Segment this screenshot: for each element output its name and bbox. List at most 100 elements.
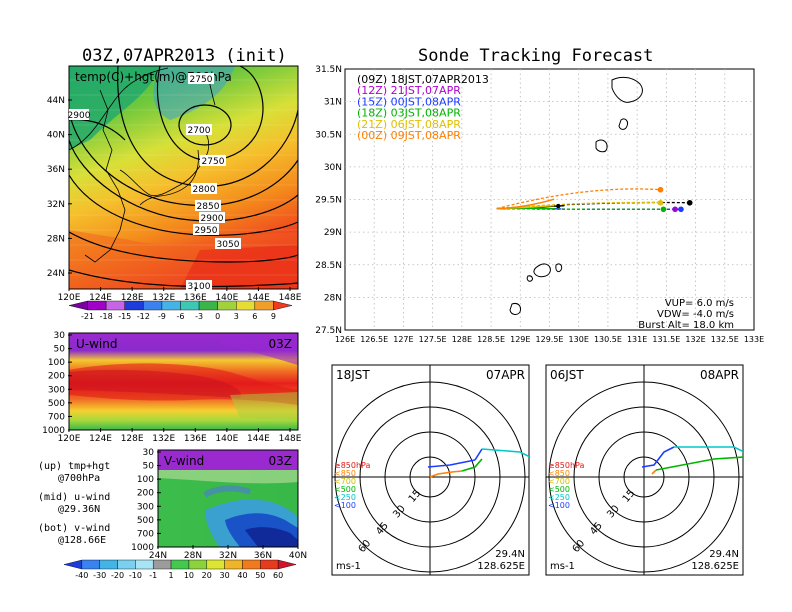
track-y-tick-label: 30N bbox=[324, 163, 342, 173]
temp-colorbar-label: -3 bbox=[195, 312, 203, 321]
legend-entry: (18Z) 03JST,08APR bbox=[357, 107, 461, 120]
hodograph-segment bbox=[674, 446, 743, 453]
hodograph-units: ms-1 bbox=[336, 561, 361, 572]
temp-colorbar-label: -6 bbox=[177, 312, 185, 321]
contour-label-box bbox=[186, 124, 212, 135]
track-x-tick-label: 132.5E bbox=[711, 335, 739, 344]
track-x-ticks: 126E 126.5E 127E 127.5E 128E 128.5E 129E 129.5E… bbox=[335, 335, 764, 344]
hodograph-segment bbox=[481, 448, 529, 458]
contour-label-2900: 2900 bbox=[201, 214, 224, 224]
contour-label-box bbox=[191, 183, 217, 194]
temp-colorbar-swatch bbox=[217, 300, 237, 311]
temp-colorbar-swatch bbox=[254, 300, 274, 311]
temp-colorbar-swatch bbox=[124, 300, 144, 311]
temp-colorbar-label: 9 bbox=[271, 312, 276, 321]
temp-colorbar-swatch bbox=[87, 300, 107, 311]
legend-entry: (09Z) 18JST,07APR2013 bbox=[357, 73, 489, 86]
wind-colorbar-label: 40 bbox=[237, 571, 247, 580]
track-x-tick-label: 132E bbox=[685, 335, 705, 344]
track-y-tick-label: 27.5N bbox=[315, 326, 342, 336]
u-x-tick-label: 144E bbox=[247, 434, 270, 444]
track-y-tick-label: 29.5N bbox=[315, 196, 342, 206]
track-landing-point bbox=[660, 206, 667, 213]
temp-colorbar-label: -15 bbox=[118, 312, 131, 321]
hodograph-segment bbox=[474, 448, 483, 461]
u-y-tick-label: 700 bbox=[48, 412, 65, 422]
v-x-tick-label: 24N bbox=[149, 551, 167, 561]
legend-entry: (12Z) 21JST,07APR bbox=[357, 84, 461, 97]
contour-label-box bbox=[188, 73, 214, 84]
wind-colorbar-label: -1 bbox=[149, 571, 157, 580]
pressure-legend-entry: <250 bbox=[548, 493, 570, 502]
wind-colorbar-label: 60 bbox=[273, 571, 283, 580]
temp-colorbar-swatch bbox=[198, 300, 218, 311]
legend-entry: (00Z) 09JST,08APR bbox=[357, 129, 461, 142]
v-y-tick-label: 200 bbox=[137, 489, 154, 499]
contour-label-box bbox=[199, 212, 225, 223]
map-x-tick-label: 124E bbox=[89, 293, 112, 303]
note-mid-level: @29.36N bbox=[58, 504, 101, 515]
u-y-tick-label: 1000 bbox=[42, 426, 65, 436]
temp-map: temp(C)+hgt(m)@700hPa 2750 2700 2750 280… bbox=[47, 65, 302, 303]
hodograph-trace bbox=[427, 448, 529, 478]
v-y-tick-label: 700 bbox=[137, 529, 154, 539]
v-x-tick-label: 36N bbox=[254, 551, 272, 561]
contour-label-3050: 3050 bbox=[217, 240, 240, 250]
track-title: Sonde Tracking Forecast bbox=[418, 46, 654, 66]
track-x-tick-label: 130.5E bbox=[594, 335, 622, 344]
map-y-tick-label: 44N bbox=[47, 96, 65, 106]
coastlines bbox=[509, 76, 643, 315]
map-y-ticks: 44N 40N 36N 32N 28N 24N bbox=[47, 96, 72, 279]
track-x-tick-label: 128E bbox=[452, 335, 472, 344]
track-y-tick-label: 29N bbox=[324, 228, 342, 238]
hodograph-segment bbox=[461, 458, 483, 472]
wind-colorbar-label: 20 bbox=[202, 571, 212, 580]
map-x-tick-label: 140E bbox=[215, 293, 238, 303]
u-x-tick-label: 132E bbox=[152, 434, 175, 444]
legend-entry: (15Z) 00JST,08APR bbox=[357, 95, 461, 108]
note-mid: (mid) u-wind bbox=[38, 492, 111, 503]
v-y-tick-label: 500 bbox=[137, 516, 154, 526]
map-y-tick-label: 32N bbox=[47, 200, 65, 210]
contour-label-2850: 2850 bbox=[197, 202, 220, 212]
map-x-ticks: 120E 124E 128E 132E 136E 140E 144E 148E bbox=[58, 287, 302, 303]
track-x-tick-label: 128.5E bbox=[477, 335, 505, 344]
track-x-tick-label: 127E bbox=[393, 335, 413, 344]
note-up: (up) tmp+hgt bbox=[38, 461, 111, 472]
u-x-tick-label: 148E bbox=[279, 434, 302, 444]
hodograph-segment bbox=[641, 446, 675, 468]
pressure-legend-entry: <500 bbox=[548, 485, 570, 494]
v-y-ticks: 30 50 100 200 300 500 700 1000 bbox=[131, 448, 161, 553]
v-y-tick-label: 1000 bbox=[131, 543, 154, 553]
wind-colorbar-label: 1 bbox=[169, 571, 174, 580]
annotation-vup: VUP= 6.0 m/s bbox=[665, 298, 734, 309]
v-y-tick-label: 100 bbox=[137, 475, 154, 485]
track-landing-point bbox=[657, 186, 664, 193]
map-y-tick-label: 36N bbox=[47, 165, 65, 175]
u-wind-label: U-wind bbox=[76, 337, 117, 351]
contour-label-edge: 2900 bbox=[68, 111, 91, 121]
track-landing-point bbox=[657, 199, 664, 206]
temp-colorbar-swatch bbox=[236, 300, 256, 311]
hodograph-units: ms-1 bbox=[550, 561, 575, 572]
u-y-tick-label: 500 bbox=[48, 399, 65, 409]
map-x-tick-label: 128E bbox=[121, 293, 144, 303]
wind-colorbar-label: -20 bbox=[111, 571, 124, 580]
wind-colorbar-label: -40 bbox=[75, 571, 88, 580]
temp-colorbar-label: -21 bbox=[81, 312, 94, 321]
u-y-tick-label: 200 bbox=[48, 372, 65, 382]
temp-colorbar-swatch bbox=[180, 300, 200, 311]
track-landing-point bbox=[686, 199, 693, 206]
note-bot-level: @128.66E bbox=[58, 535, 107, 546]
wind-colorbar-swatch bbox=[188, 559, 207, 570]
track-y-tick-label: 30.5N bbox=[315, 130, 342, 140]
track-x-tick-label: 133E bbox=[744, 335, 764, 344]
v-x-tick-label: 40N bbox=[289, 551, 307, 561]
contour-label-box bbox=[186, 280, 212, 291]
hodograph-rings bbox=[546, 365, 743, 575]
track-x-tick-label: 129.5E bbox=[536, 335, 564, 344]
u-y-tick-label: 30 bbox=[54, 331, 66, 341]
wind-colorbar-label: -10 bbox=[129, 571, 142, 580]
